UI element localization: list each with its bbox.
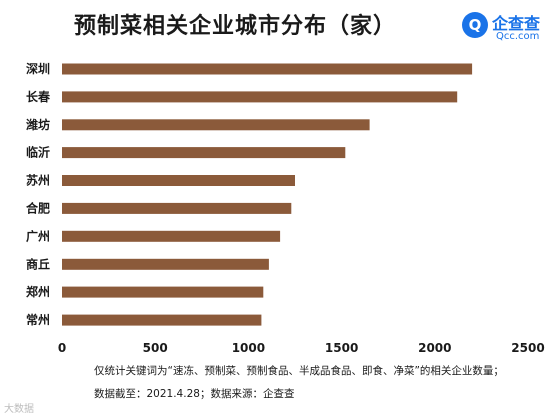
category-label: 临沂 [26, 145, 50, 160]
bar-7 [62, 258, 269, 270]
logo-name: 企查查 [492, 14, 541, 33]
logo-domain: Qcc.com [496, 31, 540, 42]
category-label: 广州 [26, 228, 50, 243]
x-tick-label: 1000 [232, 341, 265, 355]
x-tick-label: 2500 [511, 341, 544, 355]
x-tick-labels-group: 0 500 1000 1500 2000 2500 [58, 341, 545, 355]
category-label: 合肥 [26, 200, 50, 215]
category-label: 苏州 [26, 173, 50, 188]
category-label: 潍坊 [25, 117, 50, 132]
x-tick-label: 1500 [325, 341, 358, 355]
bar-5 [62, 202, 292, 214]
category-label: 深圳 [26, 61, 50, 76]
bar-1 [62, 91, 458, 103]
bar-4 [62, 175, 295, 186]
qcc-logo-icon: Q [462, 12, 488, 38]
bar-9 [62, 314, 262, 326]
bars-group [62, 63, 473, 326]
x-tick-label: 0 [58, 341, 66, 355]
category-label: 郑州 [26, 284, 50, 299]
qcc-logo: Q 企查查 Qcc.com [462, 4, 552, 50]
bar-8 [62, 286, 264, 298]
bar-0 [62, 63, 473, 75]
chart-title: 预制菜相关企业城市分布（家） [73, 14, 396, 39]
x-tick-label: 500 [143, 341, 168, 355]
footnote-source: 数据截至：2021.4.28；数据来源：企查查 [94, 388, 295, 400]
category-label: 常州 [26, 312, 50, 327]
watermark: 大数据 [4, 404, 34, 415]
bar-2 [62, 119, 370, 131]
x-tick-label: 2000 [418, 341, 451, 355]
bar-6 [62, 230, 281, 242]
category-label: 商丘 [26, 256, 50, 271]
footnote-keywords: 仅统计关键词为“速冻、预制菜、预制食品、半成品食品、即食、净菜”的相关企业数量； [94, 365, 504, 377]
bar-3 [62, 147, 346, 159]
category-label: 长春 [26, 89, 51, 104]
